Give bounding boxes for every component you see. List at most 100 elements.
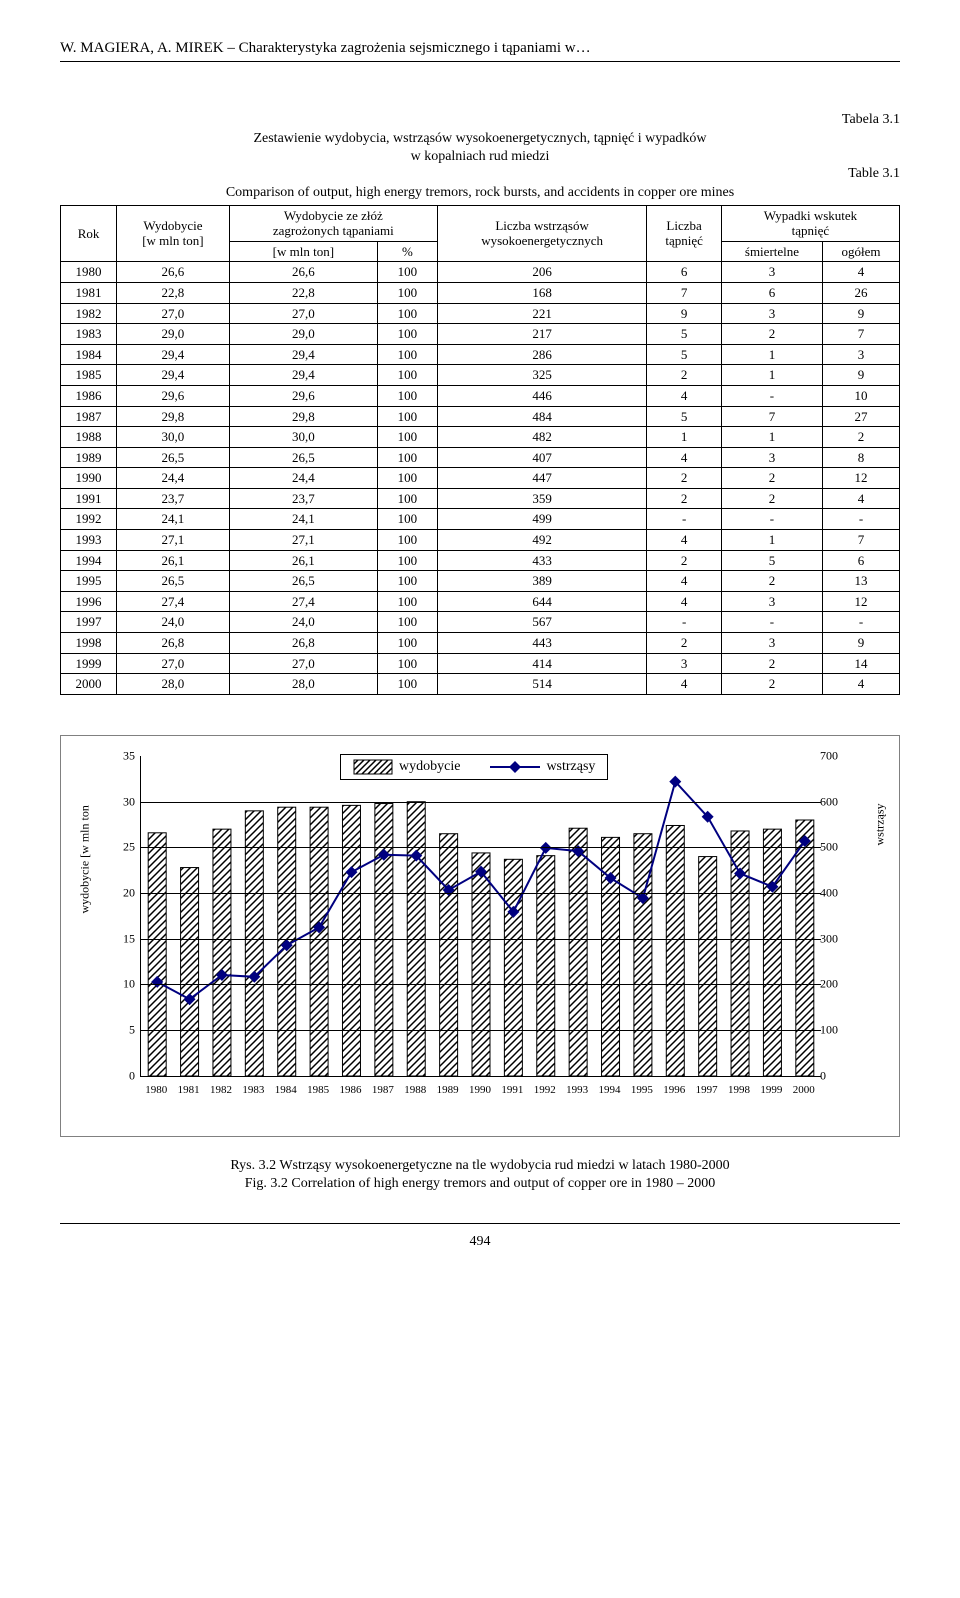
- table-cell: 221: [437, 303, 646, 324]
- bar: [699, 856, 717, 1075]
- table-cell: 100: [377, 324, 437, 345]
- table-cell: 4: [647, 530, 722, 551]
- th-wyd-zloz: Wydobycie ze złóżzagrożonych tąpaniami: [229, 205, 437, 241]
- table-cell: 4: [823, 674, 900, 695]
- table-cell: 100: [377, 385, 437, 406]
- table-row: 199024,424,41004472212: [61, 468, 900, 489]
- header-rule: [60, 61, 900, 62]
- y-tick-right: 400: [820, 885, 850, 900]
- x-tick: 1981: [178, 1084, 200, 1096]
- table-cell: 1989: [61, 447, 117, 468]
- table-cell: 29,0: [229, 324, 377, 345]
- table-cell: 2: [721, 324, 822, 345]
- table-cell: 23,7: [229, 488, 377, 509]
- x-tick: 1998: [728, 1084, 750, 1096]
- table-cell: 2: [647, 488, 722, 509]
- table-row: 199627,427,41006444312: [61, 591, 900, 612]
- table-cell: 644: [437, 591, 646, 612]
- table-cell: 9: [647, 303, 722, 324]
- table-cell: 27,4: [117, 591, 230, 612]
- table-cell: 29,4: [117, 344, 230, 365]
- bar: [666, 825, 684, 1076]
- table-cell: 407: [437, 447, 646, 468]
- y-tick-right: 500: [820, 840, 850, 855]
- table-cell: -: [721, 385, 822, 406]
- table-cell: 7: [823, 530, 900, 551]
- table-cell: 10: [823, 385, 900, 406]
- bar: [569, 828, 587, 1076]
- table-cell: 30,0: [229, 427, 377, 448]
- table-cell: 27,4: [229, 591, 377, 612]
- bar: [148, 833, 166, 1076]
- table-cell: 1987: [61, 406, 117, 427]
- table-cell: 3: [721, 633, 822, 654]
- table-cell: 100: [377, 282, 437, 303]
- table-cell: 100: [377, 509, 437, 530]
- plot-area: [140, 756, 821, 1077]
- x-tick: 1989: [437, 1084, 459, 1096]
- th-wstrz: Liczba wstrząsówwysokoenergetycznych: [437, 205, 646, 262]
- legend-label: wstrząsy: [546, 759, 595, 775]
- table-cell: 2: [721, 653, 822, 674]
- table-cell: 1990: [61, 468, 117, 489]
- caption-line: Zestawienie wydobycia, wstrząsów wysokoe…: [253, 131, 706, 146]
- table-row: 198529,429,4100325219: [61, 365, 900, 386]
- table-cell: 26,1: [229, 550, 377, 571]
- table-cell: 1984: [61, 344, 117, 365]
- chart-frame: wydobycie wstrząsy wydobycie [w mln ton …: [60, 735, 900, 1137]
- table-cell: 29,8: [117, 406, 230, 427]
- legend-swatch-line: [490, 759, 540, 775]
- table-cell: 26,8: [117, 633, 230, 654]
- table-cell: 6: [647, 262, 722, 283]
- table-cell: 100: [377, 674, 437, 695]
- table-cell: 100: [377, 406, 437, 427]
- table-cell: 27,0: [117, 653, 230, 674]
- table-row: 199224,124,1100499---: [61, 509, 900, 530]
- table-cell: 217: [437, 324, 646, 345]
- table-cell: 1983: [61, 324, 117, 345]
- th-ogolem: ogółem: [823, 241, 900, 262]
- table-cell: 29,0: [117, 324, 230, 345]
- y-tick-right: 0: [820, 1068, 850, 1083]
- table-cell: 100: [377, 488, 437, 509]
- table-cell: 1986: [61, 385, 117, 406]
- table-cell: 9: [823, 633, 900, 654]
- legend-item-wstrzasy: wstrząsy: [490, 759, 595, 775]
- table-cell: 1: [721, 427, 822, 448]
- table-cell: 484: [437, 406, 646, 427]
- table-cell: 27,0: [229, 653, 377, 674]
- bar: [537, 855, 555, 1075]
- y-tick-left: 25: [110, 840, 135, 855]
- table-cell: 567: [437, 612, 646, 633]
- gridline: [141, 984, 821, 985]
- th-wypadki: Wypadki wskutektąpnięć: [721, 205, 899, 241]
- table-cell: -: [823, 509, 900, 530]
- table-row: 199724,024,0100567---: [61, 612, 900, 633]
- table-cell: 6: [823, 550, 900, 571]
- table-cell: 9: [823, 365, 900, 386]
- table-cell: 29,6: [117, 385, 230, 406]
- x-tick: 1996: [663, 1084, 685, 1096]
- table-cell: 325: [437, 365, 646, 386]
- x-tick: 1987: [372, 1084, 394, 1096]
- table-cell: 22,8: [117, 282, 230, 303]
- caption-line: w kopalniach rud miedzi: [411, 149, 550, 164]
- table-cell: 359: [437, 488, 646, 509]
- table-cell: 7: [721, 406, 822, 427]
- table-row: 199327,127,1100492417: [61, 530, 900, 551]
- table-cell: 26,6: [229, 262, 377, 283]
- table-cell: 22,8: [229, 282, 377, 303]
- bar: [504, 859, 522, 1076]
- table-row: 199826,826,8100443239: [61, 633, 900, 654]
- table-cell: 29,6: [229, 385, 377, 406]
- table-cell: 100: [377, 468, 437, 489]
- table-cell: 4: [647, 447, 722, 468]
- gridline: [141, 1030, 821, 1031]
- y-tick-left: 35: [110, 748, 135, 763]
- table-cell: 4: [823, 488, 900, 509]
- table-row: 198122,822,81001687626: [61, 282, 900, 303]
- gridline: [141, 847, 821, 848]
- table-cell: 1: [721, 530, 822, 551]
- x-tick: 2000: [793, 1084, 815, 1096]
- table-cell: 1997: [61, 612, 117, 633]
